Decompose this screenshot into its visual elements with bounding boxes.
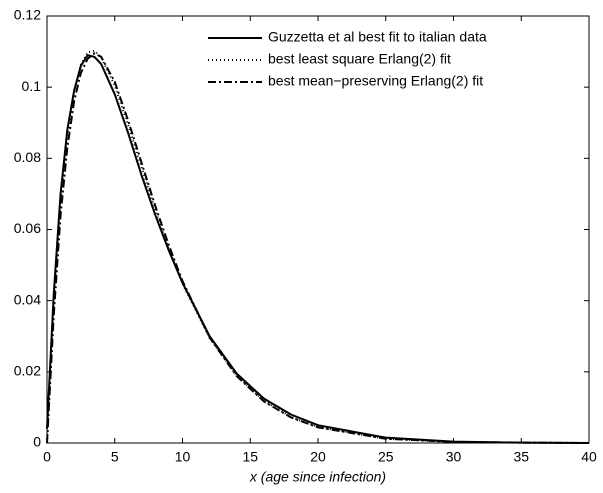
- series-line: [46, 53, 590, 444]
- x-tick-label: 20: [310, 449, 326, 465]
- y-tick-label: 0.1: [22, 78, 42, 94]
- x-tick-label: 10: [175, 449, 191, 465]
- x-tick-label: 30: [446, 449, 462, 465]
- y-tick-label: 0.02: [14, 363, 41, 379]
- x-axis-label: x (age since infection): [249, 469, 386, 485]
- y-tick-label: 0.08: [14, 149, 41, 165]
- y-tick-label: 0.04: [14, 291, 41, 307]
- x-tick-label: 25: [378, 449, 394, 465]
- x-tick-label: 40: [581, 449, 597, 465]
- series-line: [46, 52, 590, 444]
- x-tick-label: 5: [111, 449, 119, 465]
- legend-label: best mean−preserving Erlang(2) fit: [268, 73, 483, 89]
- y-tick-label: 0.12: [14, 7, 41, 23]
- x-tick-label: 35: [513, 449, 529, 465]
- x-tick-label: 15: [242, 449, 258, 465]
- y-tick-label: 0.06: [14, 220, 41, 236]
- series-line: [46, 49, 590, 444]
- legend-label: Guzzetta et al best fit to italian data: [268, 29, 487, 45]
- y-tick-label: 0: [33, 434, 41, 450]
- legend-label: best least square Erlang(2) fit: [268, 51, 451, 67]
- x-tick-label: 0: [43, 449, 51, 465]
